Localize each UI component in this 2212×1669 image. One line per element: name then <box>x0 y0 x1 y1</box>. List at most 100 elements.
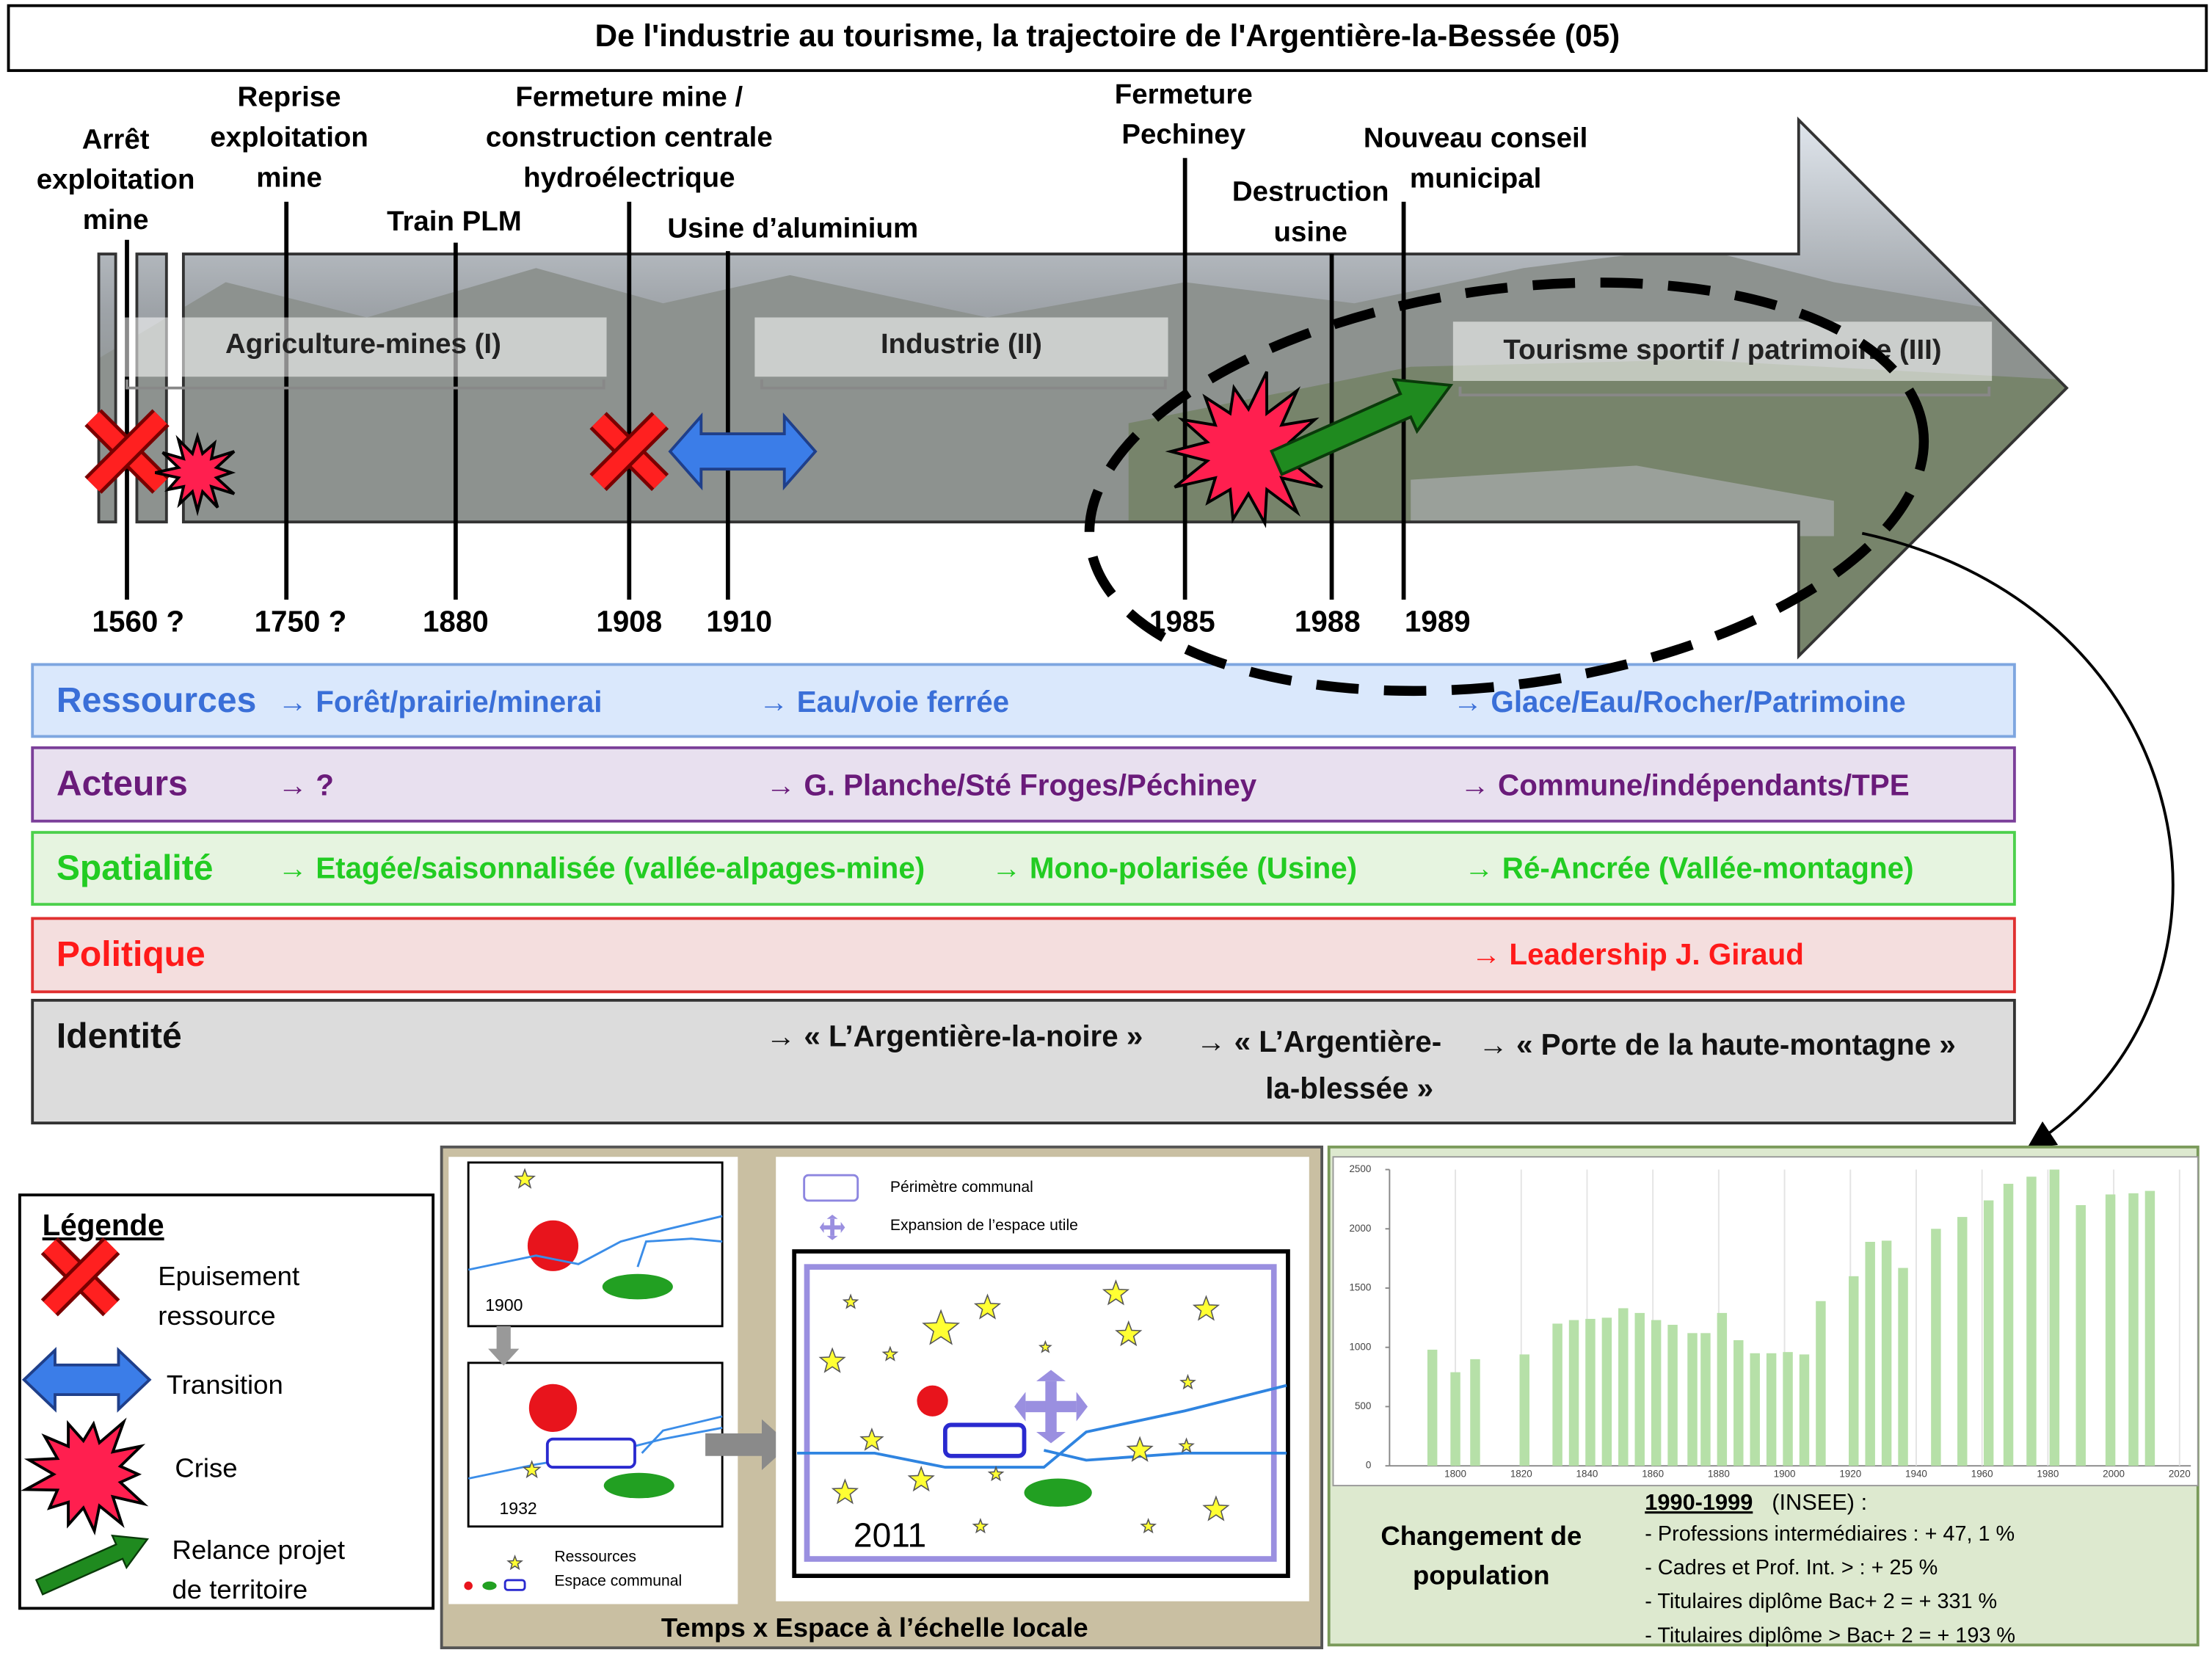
star <box>506 1554 523 1571</box>
cross <box>43 1240 118 1315</box>
bar <box>1799 1354 1810 1466</box>
star <box>972 1517 989 1534</box>
stats-source: (INSEE) : <box>1772 1489 1867 1515</box>
river <box>467 1215 723 1271</box>
event-label: Reprise <box>238 81 341 113</box>
y-tick-label: 2500 <box>1349 1163 1371 1174</box>
star <box>818 1347 846 1373</box>
stats-period: 1990-1999 <box>1645 1489 1753 1515</box>
event-date: 1989 <box>1405 604 1471 638</box>
event-label: mine <box>256 161 322 193</box>
down-arrow <box>488 1326 520 1366</box>
row-item: → ? <box>278 768 334 801</box>
y-tick-label: 500 <box>1355 1400 1371 1411</box>
bar <box>1733 1340 1744 1466</box>
resource-field <box>602 1273 673 1300</box>
town <box>1411 465 1834 537</box>
maps-caption: Temps x Espace à l’échelle locale <box>661 1612 1088 1643</box>
event-date: 1910 <box>706 604 772 638</box>
bar <box>1618 1308 1629 1466</box>
star <box>842 1293 859 1309</box>
expansion-head <box>1076 1392 1088 1422</box>
phase-box <box>120 317 607 377</box>
event-date: 1560 ? <box>92 604 185 638</box>
bar <box>1585 1318 1596 1466</box>
bar <box>2026 1177 2037 1466</box>
map-key: Expansion de l’espace utile <box>890 1217 1078 1234</box>
row-item: → G. Planche/Sté Froges/Péchiney <box>766 768 1257 801</box>
link-arrow <box>1861 531 2175 1149</box>
bar <box>1470 1359 1480 1466</box>
right-arrow <box>705 1419 790 1470</box>
bar <box>1983 1200 1994 1466</box>
y-tick-label: 1000 <box>1349 1341 1371 1352</box>
expansion-head <box>1014 1392 1026 1422</box>
row-item: → Leadership J. Giraud <box>1471 937 1804 971</box>
bar <box>1450 1372 1460 1466</box>
key-perimeter <box>803 1174 859 1202</box>
legend-label: Relance projet <box>172 1535 345 1565</box>
phase-label: Industrie (II) <box>881 328 1042 360</box>
map-key: Périmètre communal <box>890 1179 1033 1196</box>
phase-bracket <box>760 379 1167 390</box>
event-label: Fermeture mine / <box>515 81 743 113</box>
map-key: Espace communal <box>554 1572 682 1589</box>
row-item: → Glace/Eau/Rocher/Patrimoine <box>1453 685 1906 719</box>
row-name: Identité <box>57 1017 182 1055</box>
event-label: Destruction <box>1232 176 1389 208</box>
bar <box>1519 1354 1529 1466</box>
row-item: → Mono-polarisée (Usine) <box>992 851 1357 885</box>
key-dot <box>464 1581 473 1590</box>
expansion-head <box>819 1221 824 1233</box>
phase-bracket <box>125 379 605 390</box>
event-label: Nouveau conseil <box>1364 122 1587 153</box>
star <box>1038 1339 1052 1353</box>
resource-dot <box>528 1383 578 1433</box>
event-date: 1880 <box>423 604 489 638</box>
event-label: municipal <box>1410 162 1541 194</box>
star <box>1192 1295 1220 1321</box>
resource-field <box>1024 1478 1092 1507</box>
title-box <box>7 4 2208 73</box>
bar <box>2144 1190 2155 1466</box>
row-name: Politique <box>57 935 205 974</box>
x-tick-label: 1840 <box>1576 1468 1598 1479</box>
commune-space <box>942 1422 1027 1458</box>
row-name: Spatialité <box>57 849 214 888</box>
star <box>1178 1437 1195 1453</box>
stat-line: - Professions intermédiaires : + 47, 1 % <box>1645 1522 2015 1546</box>
stat-line: - Titulaires diplôme Bac+ 2 = + 331 % <box>1645 1590 1997 1613</box>
relaunch-arrow <box>1270 377 1454 476</box>
stats-source-text: (INSEE) : <box>1772 1489 1867 1515</box>
bar <box>1568 1320 1579 1466</box>
row-item: → « L’Argentière- <box>1196 1025 1441 1058</box>
star <box>859 1428 884 1451</box>
phase-box <box>754 317 1168 377</box>
x-tick-label: 1980 <box>2037 1468 2059 1479</box>
bar <box>1552 1323 1562 1466</box>
phase-label: Agriculture-mines (I) <box>225 328 501 360</box>
transition-arrow <box>668 412 818 491</box>
legend-label: ressource <box>158 1301 275 1331</box>
bar <box>1651 1320 1662 1466</box>
x-tick-label: 1960 <box>1971 1468 1993 1479</box>
x-tick-label: 1940 <box>1905 1468 1927 1479</box>
resource-dot <box>527 1220 579 1271</box>
expansion-head <box>1036 1432 1066 1444</box>
bar <box>1427 1349 1438 1466</box>
bar <box>1957 1217 1968 1466</box>
x-tick-label: 1900 <box>1774 1468 1796 1479</box>
event-label: Fermeture <box>1115 79 1253 110</box>
star <box>1115 1320 1143 1347</box>
key-field <box>482 1581 497 1590</box>
row-name: Acteurs <box>57 764 188 803</box>
bar <box>1700 1333 1711 1466</box>
bar <box>2105 1194 2116 1466</box>
transition-arrow <box>21 1347 152 1413</box>
row-box <box>31 917 2016 994</box>
map-year: 2011 <box>854 1516 926 1554</box>
bar <box>1931 1229 1941 1466</box>
legend-label: de territoire <box>172 1574 308 1604</box>
map-1900 <box>467 1161 724 1328</box>
